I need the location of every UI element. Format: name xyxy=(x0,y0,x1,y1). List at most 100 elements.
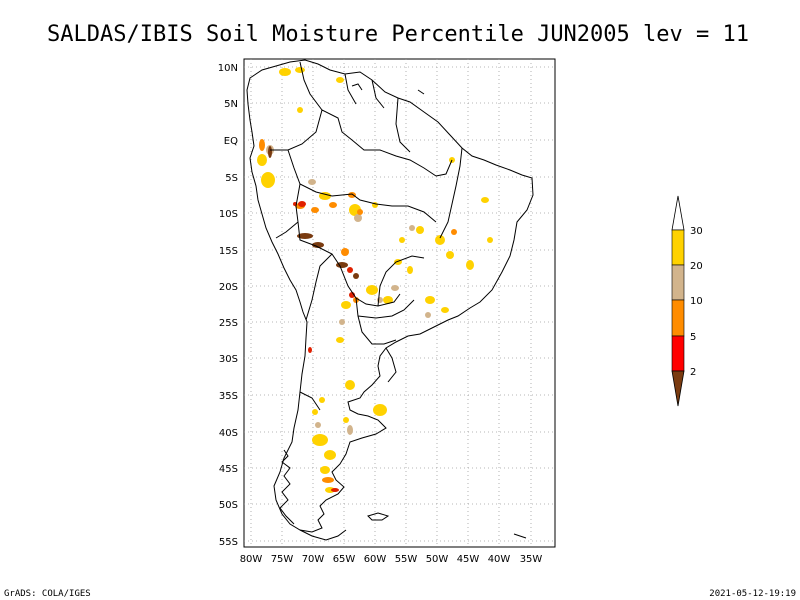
soil-moisture-patch xyxy=(353,273,359,279)
lat-label: 50S xyxy=(219,500,238,511)
soil-moisture-patch xyxy=(322,477,334,483)
lon-label: 40W xyxy=(488,554,511,565)
soil-moisture-patch xyxy=(297,233,313,239)
latitude-labels: 10N 5N EQ 5S 10S 15S 20S 25S 30S 35S 40S… xyxy=(218,63,238,548)
lon-label: 60W xyxy=(364,554,387,565)
soil-moisture-patch xyxy=(312,409,318,415)
soil-moisture-patch xyxy=(336,337,344,343)
soil-moisture-patch xyxy=(399,237,405,243)
graticule xyxy=(244,59,555,547)
lon-label: 45W xyxy=(457,554,480,565)
colorbar-box xyxy=(671,299,685,337)
soil-moisture-patch xyxy=(341,301,351,309)
soil-moisture-patch xyxy=(298,201,306,207)
colorbar-label: 5 xyxy=(690,332,696,343)
falklands xyxy=(367,512,390,521)
lat-label: 25S xyxy=(219,318,238,329)
colorbar-label: 10 xyxy=(690,296,703,307)
lat-label: 45S xyxy=(219,464,238,475)
soil-moisture-patch xyxy=(409,225,415,231)
soil-moisture-patch xyxy=(345,380,355,390)
soil-moisture-patch xyxy=(391,285,399,291)
lon-label: 50W xyxy=(426,554,449,565)
soil-moisture-patch xyxy=(329,202,337,208)
page-title: SALDAS/IBIS Soil Moisture Percentile JUN… xyxy=(47,22,749,47)
soil-moisture-patch xyxy=(416,226,424,234)
soil-moisture-patch xyxy=(297,107,303,113)
chile-fjords xyxy=(279,449,295,525)
soil-moisture-patch xyxy=(451,229,457,235)
lat-label: 5S xyxy=(225,173,238,184)
soil-moisture-patch xyxy=(336,262,348,268)
colorbar-box xyxy=(671,335,685,372)
country-borders xyxy=(270,61,463,411)
soil-moisture-patch xyxy=(320,466,330,474)
soil-moisture-patch xyxy=(441,307,449,313)
lat-label: 5N xyxy=(224,99,238,110)
lon-label: 70W xyxy=(302,554,325,565)
lat-label: 30S xyxy=(219,354,238,365)
soil-moisture-patch xyxy=(259,139,265,151)
soil-moisture-patch xyxy=(354,214,362,222)
lat-label: 55S xyxy=(219,537,238,548)
caribbean-islands xyxy=(351,83,527,539)
lat-label: 10S xyxy=(219,209,238,220)
lat-label: EQ xyxy=(224,136,238,147)
soil-moisture-patch xyxy=(357,209,363,215)
soil-moisture-patch xyxy=(407,266,413,274)
soil-moisture-patch xyxy=(348,192,356,198)
footer-credit: GrADS: COLA/IGES xyxy=(4,589,91,599)
soil-moisture-patch xyxy=(261,172,275,188)
soil-moisture-patch xyxy=(268,146,272,158)
colorbar-label: 20 xyxy=(690,261,703,272)
soil-moisture-patch xyxy=(312,242,324,248)
lat-label: 35S xyxy=(219,391,238,402)
soil-moisture-patch xyxy=(425,312,431,318)
soil-moisture-patch xyxy=(425,296,435,304)
soil-moisture-patch xyxy=(466,260,474,270)
lon-label: 55W xyxy=(395,554,418,565)
soil-moisture-patch xyxy=(308,347,312,353)
colorbar-top-arrow xyxy=(671,195,685,231)
soil-moisture-patch xyxy=(308,179,316,185)
soil-moisture-patch xyxy=(383,296,393,304)
plot-frame xyxy=(243,58,556,548)
soil-moisture-patch xyxy=(446,251,454,259)
soil-moisture-patch xyxy=(331,488,339,492)
soil-moisture-patch xyxy=(487,237,493,243)
lon-label: 35W xyxy=(520,554,543,565)
soil-moisture-patch xyxy=(347,267,353,273)
soil-moisture-patch xyxy=(481,197,489,203)
colorbar-label: 2 xyxy=(690,367,696,378)
lon-label: 80W xyxy=(240,554,263,565)
lon-label: 65W xyxy=(333,554,356,565)
colorbar-bottom-arrow xyxy=(671,370,685,407)
tierra-del-fuego xyxy=(299,529,347,541)
soil-moisture-patch xyxy=(315,422,321,428)
soil-moisture-patch xyxy=(435,235,445,245)
soil-moisture-patch xyxy=(339,319,345,325)
colorbar-label: 30 xyxy=(690,226,703,237)
lat-label: 40S xyxy=(219,428,238,439)
soil-moisture-patch xyxy=(336,77,344,83)
lon-label: 75W xyxy=(271,554,294,565)
soil-moisture-patch xyxy=(311,207,319,213)
lat-label: 20S xyxy=(219,282,238,293)
soil-moisture-patch xyxy=(343,417,349,423)
soil-moisture-patch xyxy=(319,397,325,403)
soil-moisture-patch xyxy=(279,68,291,76)
soil-moisture-patch xyxy=(295,67,305,73)
soil-moisture-patch xyxy=(347,425,353,435)
soil-moisture-patch xyxy=(366,285,378,295)
soil-moisture-patch xyxy=(373,404,387,416)
lat-label: 10N xyxy=(218,63,238,74)
coastline xyxy=(246,59,534,541)
colorbar-box xyxy=(671,229,685,266)
soil-moisture-patch xyxy=(341,248,349,256)
soil-moisture-patch xyxy=(257,154,267,166)
soil-moisture-patch xyxy=(312,434,328,446)
soil-moisture-patch xyxy=(324,450,336,460)
lat-label: 15S xyxy=(219,246,238,257)
colorbar-box xyxy=(671,264,685,301)
